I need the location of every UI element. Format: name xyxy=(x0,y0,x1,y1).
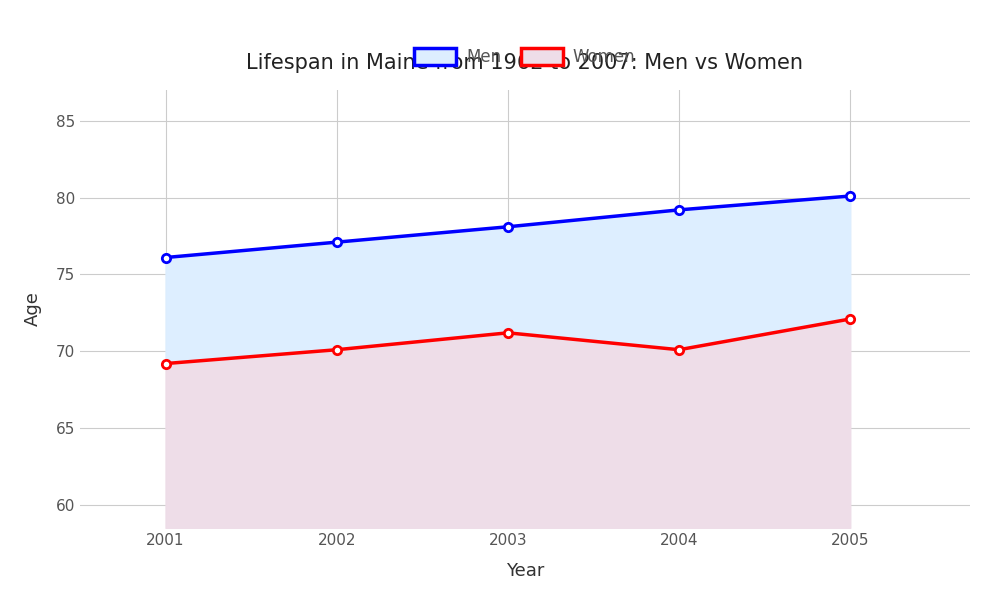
X-axis label: Year: Year xyxy=(506,562,544,580)
Legend: Men, Women: Men, Women xyxy=(408,41,642,73)
Title: Lifespan in Maine from 1962 to 2007: Men vs Women: Lifespan in Maine from 1962 to 2007: Men… xyxy=(246,53,804,73)
Y-axis label: Age: Age xyxy=(24,292,42,326)
